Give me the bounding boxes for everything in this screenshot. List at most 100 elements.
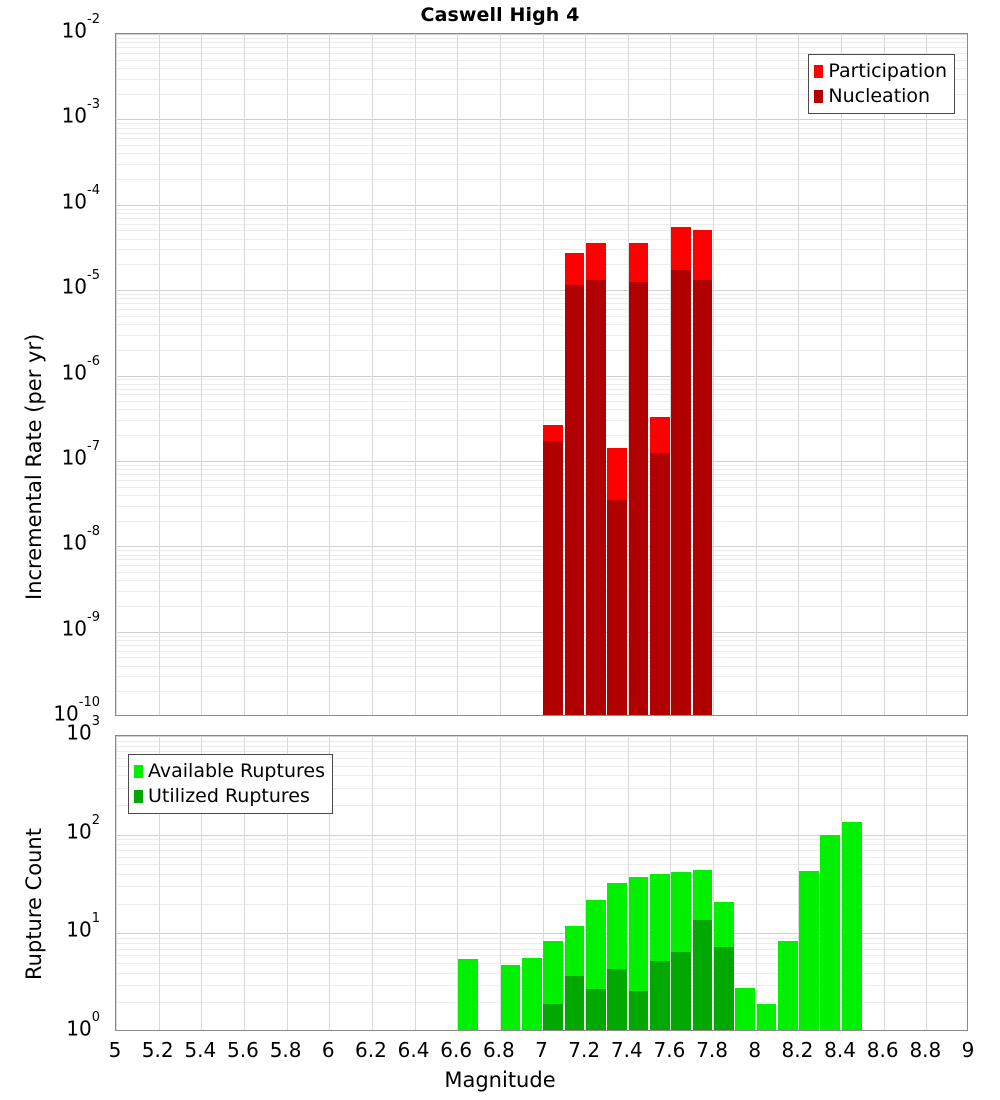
bar (585, 899, 606, 1030)
gridline-horizontal-minor (116, 264, 967, 265)
x-tick-label: 6.6 (440, 1038, 473, 1062)
incremental-rate-y-tick-label: 10-9 (61, 609, 100, 641)
gridline-horizontal-minor (116, 506, 967, 507)
gridline-vertical (755, 736, 757, 1030)
gridline-horizontal-minor (116, 298, 967, 299)
gridline-horizontal-minor (116, 435, 967, 436)
gridline-horizontal-minor (116, 309, 967, 310)
gridline-vertical (883, 34, 885, 715)
legend-swatch-icon (134, 790, 143, 803)
gridline-horizontal-minor (116, 465, 967, 466)
x-tick-label: 5 (108, 1038, 122, 1062)
gridline-horizontal-minor (116, 766, 967, 767)
gridline-horizontal-minor (116, 480, 967, 481)
gridline-horizontal-minor (116, 874, 967, 875)
gridline-horizontal-minor (116, 389, 967, 390)
x-tick-label: 6.8 (482, 1038, 515, 1062)
bar (521, 958, 542, 1030)
gridline-horizontal-major (116, 461, 967, 462)
gridline-vertical (457, 736, 459, 1030)
legend-label: Utilized Ruptures (148, 785, 310, 807)
gridline-vertical (286, 736, 288, 1030)
bar-inner-segment (628, 281, 649, 715)
gridline-vertical (755, 34, 757, 715)
incremental-rate-y-tick-label: 10-6 (61, 353, 100, 385)
gridline-horizontal-major (116, 736, 967, 737)
gridline-horizontal-minor (116, 94, 967, 95)
gridline-horizontal-minor (116, 68, 967, 69)
gridline-vertical (798, 34, 800, 715)
gridline-horizontal-minor (116, 886, 967, 887)
gridline-horizontal-minor (116, 60, 967, 61)
gridline-horizontal-minor (116, 555, 967, 556)
rupture-count-y-tick-label: 102 (66, 812, 100, 844)
bar (692, 869, 713, 1030)
bar-inner-segment (585, 280, 606, 715)
incremental-rate-y-tick-label: 10-7 (61, 438, 100, 470)
incremental-rate-y-tick-label: 10-8 (61, 524, 100, 555)
bar-inner-segment (692, 920, 713, 1030)
gridline-vertical (201, 736, 203, 1030)
x-tick-label: 7.6 (653, 1038, 686, 1062)
gridline-horizontal-minor (116, 591, 967, 592)
incremental-rate-legend-row[interactable]: Participation (814, 59, 947, 84)
gridline-vertical (627, 736, 629, 1030)
gridline-vertical (926, 34, 928, 715)
gridline-horizontal-minor (116, 303, 967, 304)
bar (607, 883, 628, 1030)
gridline-horizontal-minor (116, 316, 967, 317)
legend-label: Participation (828, 60, 947, 82)
rupture-count-legend-row[interactable]: Available Ruptures (134, 759, 325, 784)
x-tick-label: 5.8 (269, 1038, 302, 1062)
bar-inner-segment (713, 946, 734, 1030)
gridline-horizontal-minor (116, 657, 967, 658)
gridline-vertical (158, 34, 160, 715)
gridline-vertical (713, 34, 715, 715)
gridline-horizontal-minor (116, 691, 967, 692)
gridline-horizontal-minor (116, 955, 967, 956)
bar (841, 821, 862, 1030)
rupture-count-legend-row[interactable]: Utilized Ruptures (134, 784, 325, 809)
gridline-vertical (371, 34, 373, 715)
bar-inner-segment (564, 975, 585, 1030)
gridline-vertical (713, 736, 715, 1030)
gridline-horizontal-minor (116, 521, 967, 522)
x-tick-label: 7.2 (568, 1038, 601, 1062)
rupture-count-panel: Available Ruptures Utilized Ruptures (115, 735, 968, 1031)
gridline-horizontal-minor (116, 746, 967, 747)
x-tick-label: 9 (961, 1038, 975, 1062)
bar-inner-segment (649, 452, 670, 715)
incremental-rate-legend: Participation Nucleation (808, 54, 955, 114)
gridline-horizontal-minor (116, 324, 967, 325)
gridline-horizontal-minor (116, 47, 967, 48)
y-axis-title-bottom: Rupture Count (22, 828, 46, 980)
rupture-count-y-tick-label: 101 (66, 911, 100, 942)
gridline-horizontal-minor (116, 153, 967, 154)
gridline-horizontal-minor (116, 164, 967, 165)
gridline-vertical (585, 736, 587, 1030)
gridline-horizontal-major (116, 933, 967, 934)
incremental-rate-plot-area (116, 34, 967, 715)
gridline-horizontal-minor (116, 949, 967, 950)
gridline-horizontal-minor (116, 850, 967, 851)
incremental-rate-legend-row[interactable]: Nucleation (814, 84, 947, 109)
gridline-vertical (542, 34, 544, 715)
legend-label: Available Ruptures (148, 760, 325, 782)
gridline-horizontal-minor (116, 676, 967, 677)
gridline-horizontal-minor (116, 788, 967, 789)
gridline-vertical (158, 736, 160, 1030)
gridline-horizontal-minor (116, 79, 967, 80)
legend-swatch-icon (814, 65, 824, 78)
gridline-horizontal-major (116, 632, 967, 633)
rupture-count-plot-area (116, 736, 967, 1030)
gridline-horizontal-minor (116, 335, 967, 336)
gridline-horizontal-minor (116, 128, 967, 129)
bar (543, 941, 564, 1030)
gridline-horizontal-minor (116, 857, 967, 858)
gridline-horizontal-minor (116, 53, 967, 54)
incremental-rate-y-tick-label: 10-4 (61, 182, 100, 214)
gridline-horizontal-minor (116, 384, 967, 385)
bar-inner-segment (692, 280, 713, 715)
gridline-horizontal-minor (116, 651, 967, 652)
gridline-horizontal-major (116, 290, 967, 291)
